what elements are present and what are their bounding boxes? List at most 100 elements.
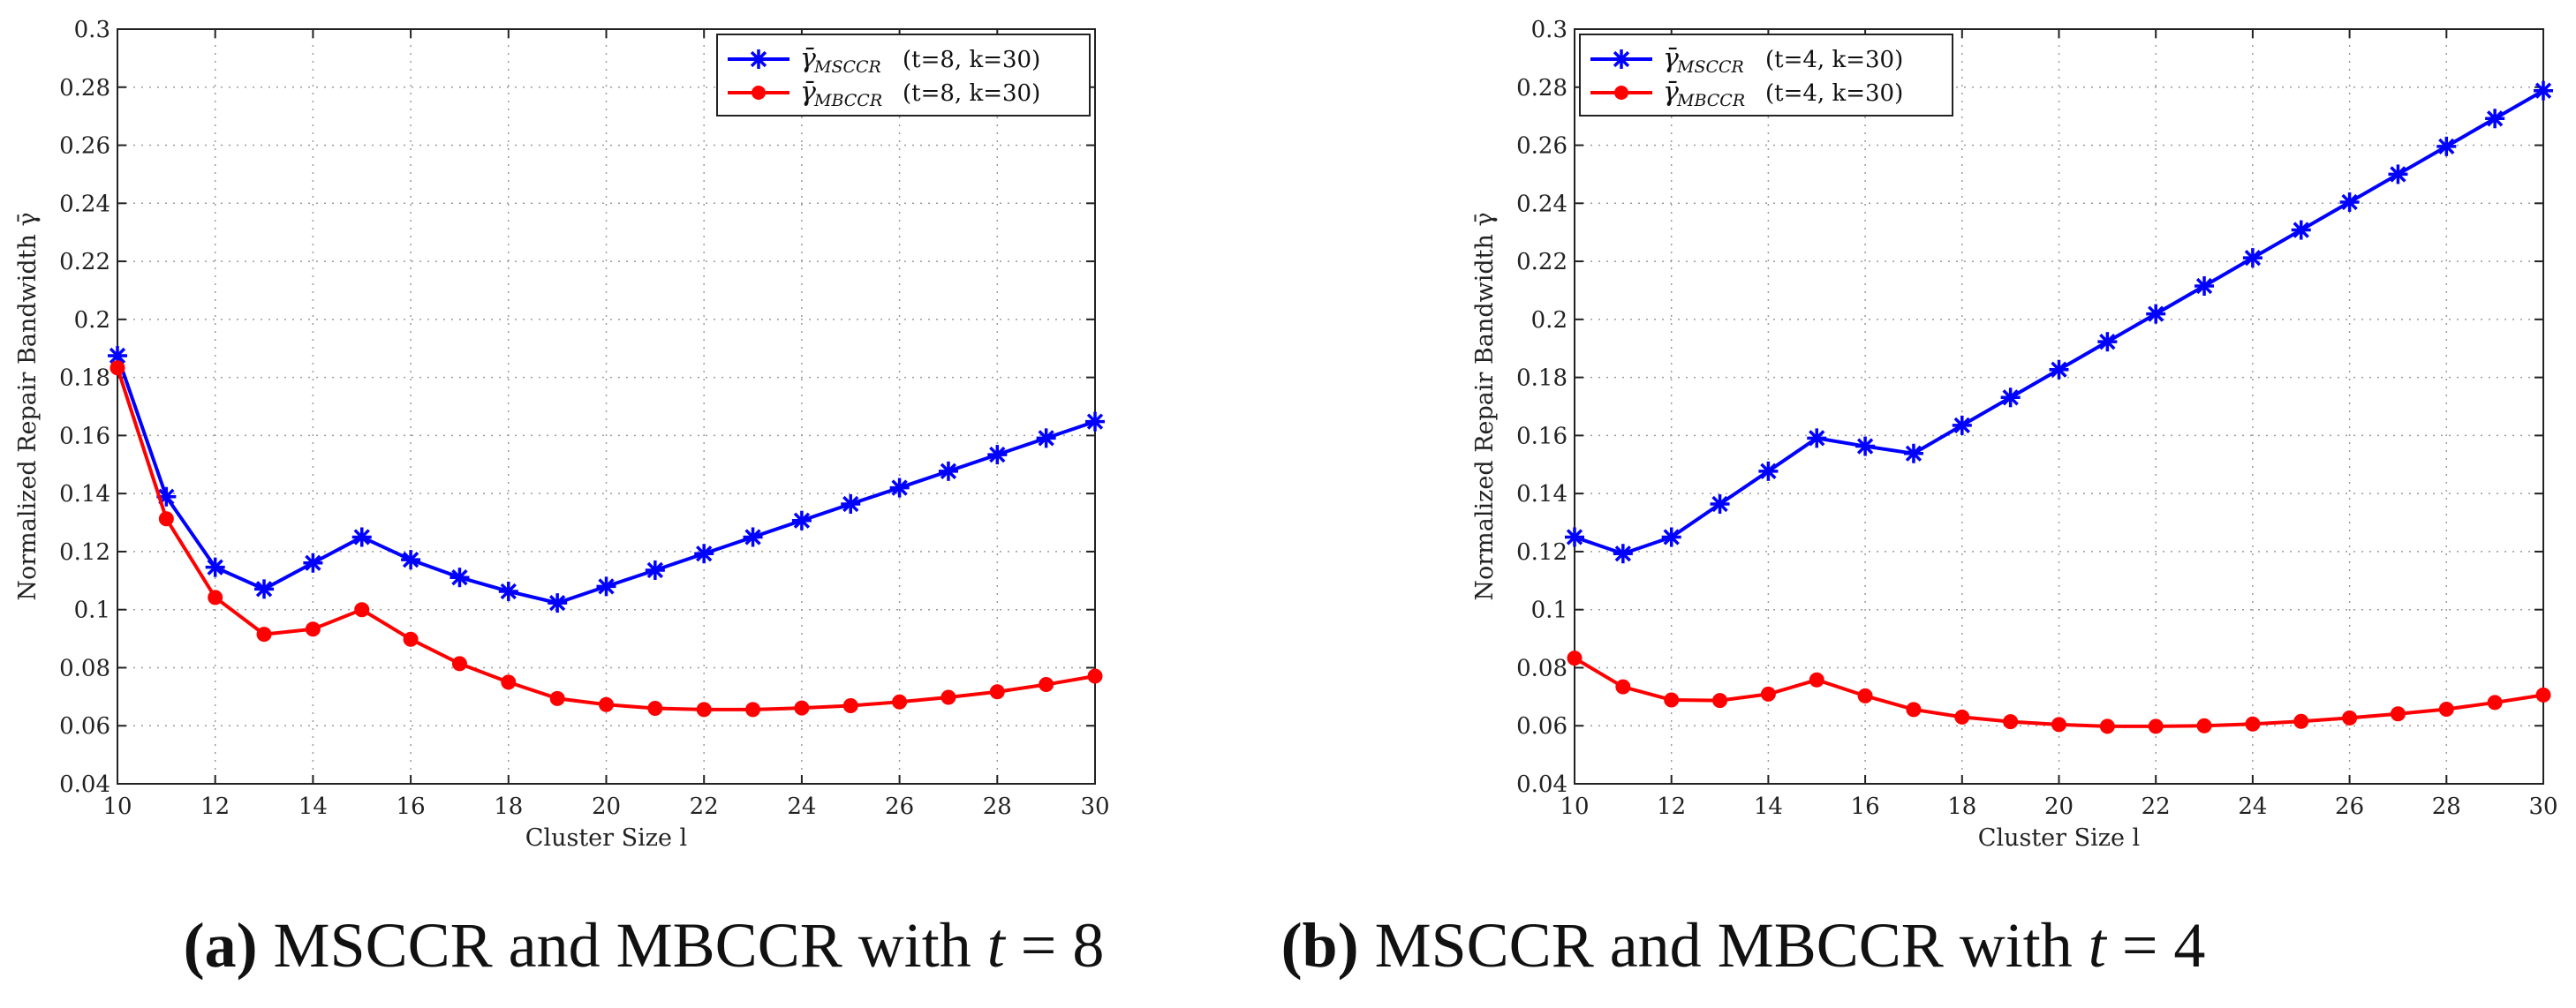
data-point [2099,718,2115,734]
x-tick-label: 12 [200,794,230,820]
legend-marker [752,86,766,100]
marker-stroke [989,446,1006,463]
plot-area [1575,29,2543,784]
legend-marker [749,49,768,69]
data-point [403,631,419,647]
legend-params: (t=8, k=30) [903,80,1040,107]
marker-stroke [940,463,957,479]
x-tick-label: 28 [983,794,1012,820]
marker-stroke [1711,495,1728,513]
y-tick-label: 0.16 [59,423,110,449]
data-point [1085,411,1105,432]
y-tick-label: 0.08 [59,655,110,681]
plot-area [117,29,1095,784]
data-point [794,700,810,716]
data-point [305,621,321,637]
data-point [696,702,712,718]
marker-stroke [744,529,761,545]
marker-stroke [1614,545,1632,562]
marker-stroke [2390,166,2406,183]
legend-symbol: γ̄ [1663,77,1679,108]
data-point [1565,527,1584,547]
y-tick-label: 0.14 [1516,481,1568,508]
data-point [498,581,518,601]
legend-subscript: MSCCR [1676,57,1744,77]
data-point [1615,679,1631,695]
data-point [1857,688,1873,703]
data-point [351,527,372,547]
marker-stroke [1663,529,1680,545]
data-point [743,527,763,547]
marker-stroke [2002,389,2019,406]
data-point [2146,304,2166,324]
y-tick-label: 0.18 [59,365,110,392]
data-point [303,553,323,573]
data-point [889,478,910,498]
marker-stroke [1038,430,1054,447]
x-tick-label: 28 [2432,794,2461,820]
marker-stroke [598,578,615,595]
data-point [938,461,958,481]
legend-params: (t=4, k=30) [1765,80,1903,107]
data-point [2148,718,2164,734]
data-point [2195,276,2215,297]
marker-stroke [500,583,517,600]
data-point [254,579,275,599]
data-point [2051,717,2066,733]
series-msccr [1565,80,2553,564]
data-point [841,493,861,514]
data-point [1087,668,1103,684]
legend: γ̄MSCCR (t=4, k=30)γ̄MBCCR (t=4, k=30) [1579,34,1953,117]
ticks: 10 12 14 16 18 20 22 24 26 28 30 0.04 0.06 0.08 0.1 0.1… [1516,17,2557,820]
marker-stroke [2293,222,2309,238]
y-tick-label: 0.22 [59,249,110,275]
caption-b-var: t [2088,910,2106,981]
x-tick-label: 26 [885,794,914,820]
marker-stroke [793,512,811,529]
y-tick-label: 0.1 [1531,598,1568,624]
data-point [2487,695,2503,711]
marker-stroke [2148,305,2164,322]
y-tick-label: 0.06 [59,713,110,740]
data-point [842,698,858,714]
data-point [401,550,421,570]
legend-marker [1614,86,1628,100]
y-tick-label: 0.12 [1516,539,1568,566]
data-point [256,627,272,643]
data-point [1613,544,1633,564]
marker-stroke [1613,50,1630,68]
data-point [549,690,565,706]
data-point [1661,527,1681,547]
marker-stroke [353,529,370,545]
legend-subscript: MSCCR [813,57,881,77]
data-point [2097,332,2118,352]
y-tick-label: 0.1 [74,598,110,624]
series-mbccr [1567,651,2551,734]
marker-stroke [696,545,713,562]
marker-stroke [646,561,664,579]
x-tick-label: 22 [690,794,719,820]
marker-stroke [1856,438,1874,455]
x-axis-label: Cluster Size l [1978,824,2140,852]
data-point [1954,709,1970,725]
marker-stroke [2195,277,2213,295]
y-tick-label: 0.06 [1516,713,1568,740]
y-tick-label: 0.16 [1516,423,1568,449]
data-point [745,702,761,718]
data-point [2388,164,2408,184]
caption-a: (a) MSCCR and MBCCR with t = 8 [0,909,1288,982]
marker-stroke [207,559,223,575]
data-point [1710,493,1730,514]
marker-stroke [402,551,419,568]
caption-b: (b) MSCCR and MBCCR with t = 4 [1099,909,2387,982]
series-msccr [108,345,1105,613]
caption-a-text: MSCCR and MBCCR with [257,910,987,981]
marker-stroke [2099,334,2116,350]
y-tick-label: 0.04 [59,771,110,798]
y-axis-label: Normalized Repair Bandwidth γ̄ [1471,212,1499,600]
data-point [1809,672,1824,688]
y-tick-label: 0.04 [1516,771,1568,798]
data-point [1807,428,1827,448]
data-point [1903,443,1923,463]
x-tick-label: 14 [1754,794,1783,820]
